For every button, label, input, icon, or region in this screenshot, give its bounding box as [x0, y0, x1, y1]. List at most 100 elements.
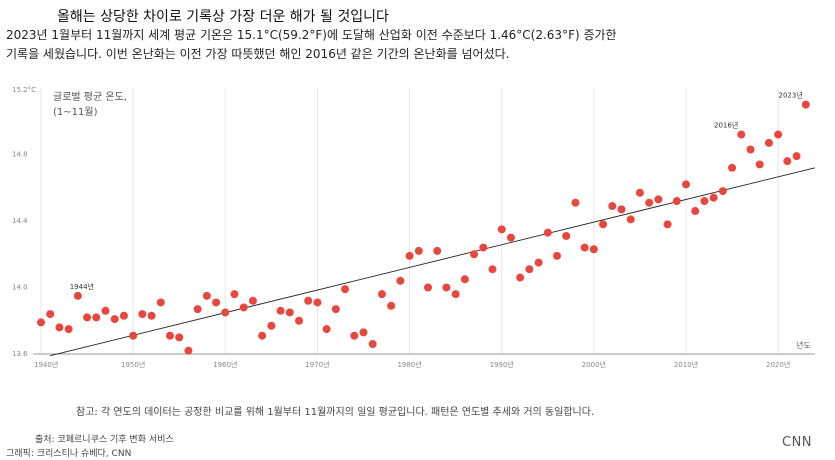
- data-point: [608, 202, 617, 211]
- data-point: [267, 321, 276, 330]
- data-point: [175, 333, 184, 342]
- data-point: [497, 225, 506, 234]
- data-point: [562, 231, 571, 240]
- data-point: [92, 313, 101, 322]
- data-point: [682, 180, 690, 189]
- x-axis-label: 년도: [796, 340, 811, 350]
- data-point: [774, 130, 783, 139]
- data-point: [147, 311, 156, 320]
- data-point: [184, 346, 193, 355]
- data-point: [387, 301, 396, 310]
- trend-line: [50, 167, 816, 357]
- data-point: [460, 275, 469, 284]
- x-tick-label: 1990년: [490, 360, 514, 369]
- data-point: [248, 296, 257, 305]
- data-point: [672, 197, 681, 206]
- data-point: [313, 298, 322, 307]
- x-tick-labels: 1940년 1950년 1960년 1970년 1980년 1990년 2000년 2010년…: [34, 360, 790, 369]
- chart-title: 올해는 상당한 차이로 기록상 가장 더운 해가 될 것입니다: [57, 9, 389, 25]
- data-point: [580, 243, 589, 252]
- data-point: [424, 283, 432, 292]
- data-point: [368, 340, 377, 349]
- data-point: [359, 328, 368, 337]
- data-point: [645, 198, 654, 207]
- y-tick-labels: 13.6 14.0 14.4 14.8 15.2°C: [12, 86, 36, 358]
- data-point: [737, 130, 746, 139]
- data-point: [442, 283, 451, 292]
- x-tick-label: 1970년: [305, 360, 329, 369]
- y-axis-label-line-1: 글로벌 평균 온도,: [53, 91, 127, 103]
- data-point: [221, 308, 230, 317]
- data-point: [119, 311, 128, 320]
- data-point: [46, 310, 55, 319]
- data-point: [129, 331, 138, 340]
- data-point: [166, 331, 174, 340]
- data-point: [764, 138, 773, 147]
- data-point: [451, 290, 460, 299]
- x-tick-label: 2010년: [674, 360, 698, 369]
- data-point: [239, 303, 248, 312]
- annotation-label: 2023년: [779, 91, 803, 100]
- data-point: [377, 290, 386, 299]
- data-point: [506, 233, 515, 242]
- data-point: [258, 331, 267, 340]
- data-point: [709, 193, 718, 202]
- data-point: [285, 308, 294, 317]
- data-point: [479, 243, 488, 252]
- x-tick-label: 1980년: [397, 360, 421, 369]
- data-point: [626, 215, 635, 224]
- x-tick-label: 1940년: [34, 360, 58, 369]
- data-point: [571, 198, 580, 207]
- description-line-1: 2023년 1월부터 11월까지 세계 평균 기온은 15.1°C(59.2°F…: [6, 28, 617, 42]
- data-point: [470, 250, 479, 259]
- data-point: [138, 310, 147, 319]
- data-point: [396, 276, 405, 285]
- scatter-chart: 13.614.014.414.815.2°C 1940년 1950년 1960년 19…: [12, 86, 816, 369]
- x-tick-label: 2020년: [766, 360, 790, 369]
- cnn-logo: CNN: [782, 435, 813, 450]
- data-points: [37, 100, 810, 355]
- y-tick-label: 14.8: [12, 151, 28, 159]
- data-point: [617, 205, 626, 214]
- data-point: [193, 305, 202, 314]
- x-tick-label: 2000년: [582, 360, 606, 369]
- data-point: [414, 246, 423, 255]
- data-point: [691, 207, 700, 216]
- description-line-2: 기록을 세웠습니다. 이번 온난화는 이전 가장 따뜻했던 해인 2016년 같…: [6, 47, 510, 61]
- data-point: [783, 157, 792, 166]
- data-point: [553, 251, 561, 260]
- data-point: [728, 163, 737, 172]
- data-point: [654, 195, 663, 204]
- data-point: [589, 245, 598, 254]
- data-point: [55, 323, 64, 332]
- data-point: [433, 246, 442, 255]
- annotations: 1944년 2016년 2023년: [70, 91, 803, 291]
- data-point: [202, 291, 211, 300]
- data-point: [230, 290, 239, 299]
- credit-text: 그래픽: 크리스티나 슈베다, CNN: [6, 449, 132, 459]
- y-tick-label: 14.4: [12, 217, 28, 225]
- data-point: [37, 318, 45, 327]
- annotation-label: 1944년: [70, 282, 94, 291]
- data-point: [488, 265, 497, 274]
- data-point: [718, 187, 727, 196]
- y-axis-label-line-2: (1~11월): [53, 106, 98, 118]
- data-point: [156, 298, 165, 307]
- data-point: [405, 251, 414, 260]
- data-point: [801, 100, 810, 109]
- data-point: [635, 188, 644, 197]
- data-point: [304, 296, 313, 305]
- data-point: [755, 160, 764, 169]
- y-tick-label: 13.6: [12, 350, 28, 358]
- data-point: [64, 325, 73, 334]
- y-tick-label: 14.0: [12, 284, 28, 292]
- data-point: [276, 306, 285, 315]
- chart-description: 2023년 1월부터 11월까지 세계 평균 기온은 15.1°C(59.2°F…: [6, 26, 706, 64]
- data-point: [700, 197, 709, 206]
- footnote: 참고: 각 연도의 데이터는 공정한 비교를 위해 1월부터 11월까지의 일일…: [76, 407, 595, 418]
- data-point: [295, 316, 303, 325]
- data-point: [663, 220, 672, 229]
- data-point: [525, 265, 534, 274]
- annotation-label: 2016년: [714, 121, 738, 130]
- data-point: [516, 273, 525, 282]
